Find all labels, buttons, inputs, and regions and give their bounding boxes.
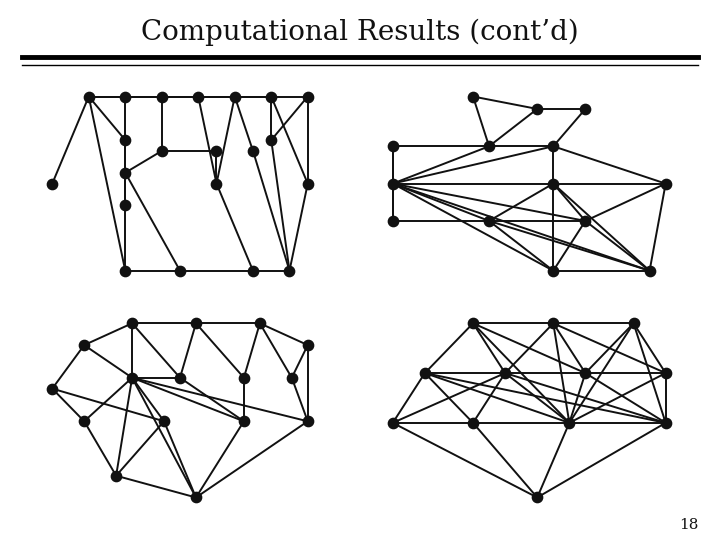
Point (78, 341, 90, 349)
Point (110, 471, 122, 480)
Point (547, 319, 559, 328)
Point (156, 147, 168, 156)
Point (564, 418, 575, 427)
Point (628, 319, 639, 328)
Point (302, 92, 313, 101)
Point (302, 341, 313, 349)
Point (483, 217, 495, 225)
Point (156, 92, 168, 101)
Point (238, 417, 250, 426)
Point (126, 374, 138, 382)
Point (483, 142, 495, 151)
Point (83, 92, 94, 101)
Point (547, 179, 559, 188)
Point (174, 266, 186, 275)
Point (211, 179, 222, 188)
Point (120, 168, 131, 177)
Point (190, 493, 202, 502)
Point (158, 417, 170, 426)
Point (387, 217, 398, 225)
Point (580, 105, 591, 113)
Point (229, 92, 240, 101)
Point (660, 418, 672, 427)
Point (467, 92, 479, 101)
Point (580, 369, 591, 377)
Point (467, 418, 479, 427)
Point (419, 369, 431, 377)
Point (192, 92, 204, 101)
Point (500, 369, 511, 377)
Point (284, 266, 295, 275)
Point (120, 201, 131, 210)
Point (387, 142, 398, 151)
Point (120, 266, 131, 275)
Point (266, 136, 277, 144)
Point (211, 147, 222, 156)
Point (247, 266, 258, 275)
Point (47, 179, 58, 188)
Point (174, 374, 186, 382)
Point (47, 384, 58, 393)
Point (547, 266, 559, 275)
Point (531, 493, 543, 502)
Point (286, 374, 297, 382)
Point (254, 319, 266, 328)
Point (660, 179, 672, 188)
Text: 18: 18 (679, 518, 698, 532)
Point (120, 92, 131, 101)
Point (238, 374, 250, 382)
Point (302, 417, 313, 426)
Point (387, 418, 398, 427)
Point (126, 319, 138, 328)
Point (580, 217, 591, 225)
Point (467, 319, 479, 328)
Point (387, 179, 398, 188)
Point (78, 417, 90, 426)
Text: Computational Results (cont’d): Computational Results (cont’d) (141, 19, 579, 46)
Point (531, 105, 543, 113)
Point (120, 136, 131, 144)
Point (660, 369, 672, 377)
Point (644, 266, 655, 275)
Point (190, 319, 202, 328)
Point (302, 179, 313, 188)
Point (247, 147, 258, 156)
Point (547, 142, 559, 151)
Point (266, 92, 277, 101)
